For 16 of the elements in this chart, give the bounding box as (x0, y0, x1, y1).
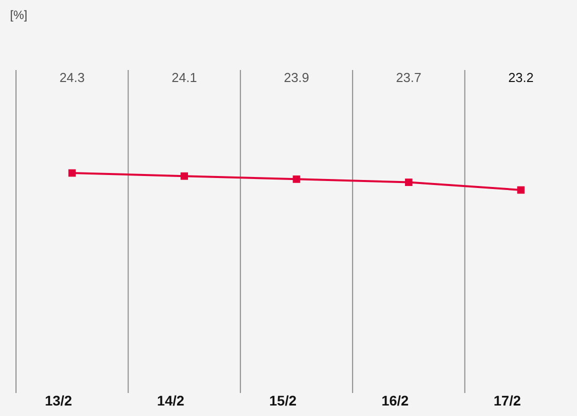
text: [%] (10, 8, 28, 22)
x-tick-label: 14/2 (157, 392, 185, 408)
point (517, 186, 525, 194)
x-tick-label: 13/2 (44, 392, 72, 408)
point (404, 178, 412, 186)
data-label: 23.2 (508, 70, 534, 85)
x-tick-label: 15/2 (269, 392, 297, 408)
point (292, 175, 300, 183)
point (68, 169, 76, 177)
point (180, 172, 188, 180)
data-label: 23.7 (396, 70, 422, 85)
data-label: 24.3 (59, 70, 85, 85)
x-tick-label: 17/2 (494, 392, 522, 408)
x-tick-label: 16/2 (381, 392, 409, 408)
data-label: 24.1 (172, 70, 197, 85)
data-label: 23.9 (284, 70, 310, 85)
